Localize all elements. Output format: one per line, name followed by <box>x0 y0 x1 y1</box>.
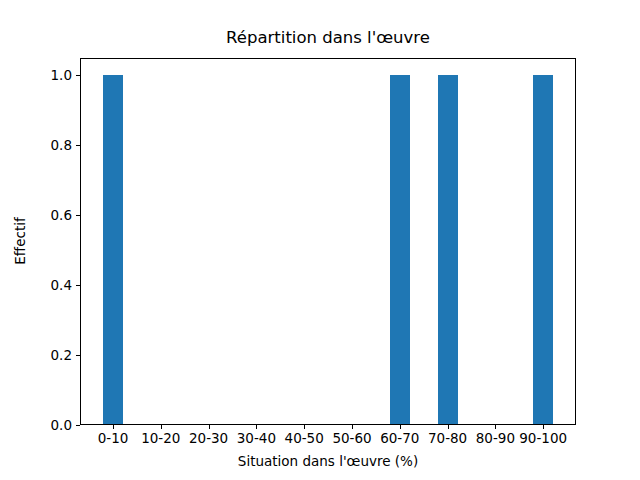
x-tick-label: 30-40 <box>237 430 276 446</box>
y-tick-mark <box>76 355 80 356</box>
y-tick-label: 0.6 <box>0 207 72 223</box>
x-tick-mark <box>304 425 305 429</box>
y-tick-mark <box>76 285 80 286</box>
plot-area <box>80 58 576 425</box>
x-tick-label: 0-10 <box>98 430 129 446</box>
y-tick-label: 0.2 <box>0 347 72 363</box>
y-tick-mark <box>76 215 80 216</box>
y-tick-mark <box>76 425 80 426</box>
x-tick-mark <box>161 425 162 429</box>
chart-title: Répartition dans l'œuvre <box>80 28 576 48</box>
x-tick-mark <box>495 425 496 429</box>
x-tick-label: 90-100 <box>519 430 567 446</box>
bar-90-100 <box>533 75 553 424</box>
y-tick-label: 0.8 <box>0 137 72 153</box>
x-tick-label: 10-20 <box>141 430 180 446</box>
x-tick-mark <box>448 425 449 429</box>
x-tick-mark <box>113 425 114 429</box>
bar-70-80 <box>438 75 458 424</box>
bar-0-10 <box>103 75 123 424</box>
y-tick-label: 1.0 <box>0 67 72 83</box>
x-tick-mark <box>256 425 257 429</box>
x-tick-mark <box>400 425 401 429</box>
y-tick-mark <box>76 145 80 146</box>
y-tick-mark <box>76 75 80 76</box>
x-tick-label: 20-30 <box>189 430 228 446</box>
x-tick-label: 40-50 <box>285 430 324 446</box>
x-tick-mark <box>543 425 544 429</box>
x-tick-label: 60-70 <box>380 430 419 446</box>
x-tick-label: 70-80 <box>428 430 467 446</box>
y-axis-label: Effectif <box>12 217 28 264</box>
x-tick-label: 50-60 <box>332 430 371 446</box>
y-tick-label: 0.0 <box>0 417 72 433</box>
y-tick-label: 0.4 <box>0 277 72 293</box>
bar-60-70 <box>390 75 410 424</box>
x-tick-mark <box>352 425 353 429</box>
x-tick-mark <box>209 425 210 429</box>
x-axis-label: Situation dans l'œuvre (%) <box>80 453 576 469</box>
x-tick-label: 80-90 <box>476 430 515 446</box>
figure: Répartition dans l'œuvre 0-10 10-20 20-30 3… <box>0 0 640 480</box>
